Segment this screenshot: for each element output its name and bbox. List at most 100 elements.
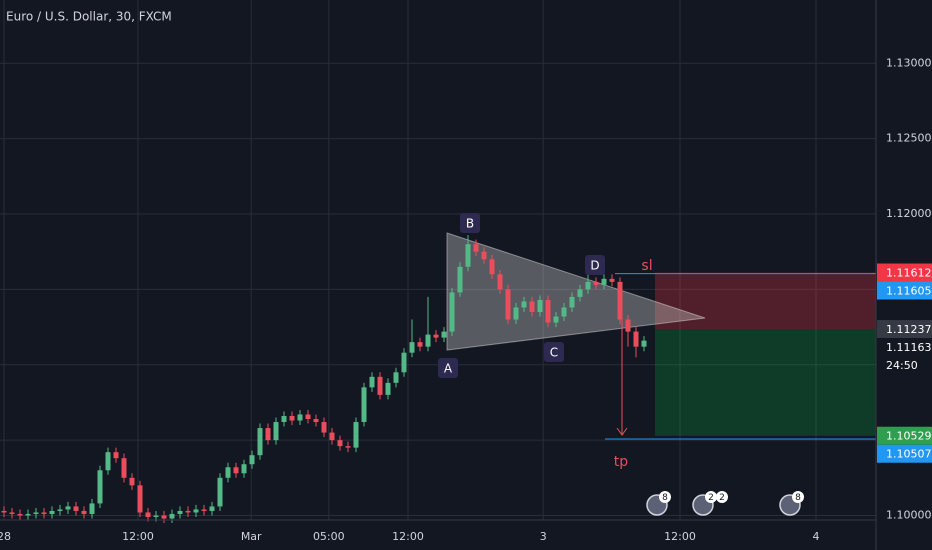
event-count: 2 bbox=[708, 493, 714, 503]
price-label: 1.11605 bbox=[886, 285, 932, 298]
x-tick-label: 05:00 bbox=[313, 530, 345, 543]
event-badge bbox=[659, 491, 671, 503]
event-badge bbox=[716, 491, 728, 503]
candle-body bbox=[393, 372, 399, 383]
candle-body bbox=[465, 244, 471, 267]
y-tick-label: 1.12500 bbox=[886, 132, 932, 145]
candle-body bbox=[505, 289, 511, 320]
candle-body bbox=[321, 422, 327, 433]
price-label-box bbox=[877, 320, 932, 339]
candle-body bbox=[57, 509, 63, 511]
candle-body bbox=[489, 259, 495, 275]
candle-body bbox=[305, 414, 311, 420]
event-badge bbox=[792, 491, 804, 503]
candle-body bbox=[129, 477, 135, 486]
candle-body bbox=[513, 307, 519, 320]
candle-body bbox=[9, 512, 15, 514]
event-count: 2 bbox=[719, 493, 725, 503]
candle-body bbox=[73, 506, 79, 511]
candle-body bbox=[137, 485, 143, 513]
event-count: 8 bbox=[795, 493, 801, 503]
candle-body bbox=[617, 281, 623, 320]
candle-body bbox=[49, 510, 55, 514]
price-label-box bbox=[877, 263, 932, 282]
candle-body bbox=[161, 515, 167, 519]
candle-body bbox=[241, 464, 247, 474]
candle-body bbox=[345, 446, 351, 448]
event-count: 8 bbox=[662, 493, 668, 503]
x-tick-label: 3 bbox=[540, 530, 547, 543]
y-tick-label: 1.10000 bbox=[886, 508, 932, 521]
candle-body bbox=[553, 316, 559, 323]
candle-body bbox=[529, 301, 535, 312]
candle-body bbox=[329, 432, 335, 441]
candle-body bbox=[249, 455, 255, 465]
event-badge bbox=[705, 491, 717, 503]
pattern-label-box bbox=[460, 213, 480, 233]
pattern-label-box bbox=[585, 255, 605, 275]
candle-body bbox=[297, 414, 303, 421]
candle-body bbox=[561, 307, 567, 317]
candle-body bbox=[169, 513, 175, 519]
candle-body bbox=[417, 342, 423, 347]
candle-body bbox=[81, 510, 87, 514]
candle-body bbox=[537, 299, 543, 312]
candle-body bbox=[233, 467, 239, 474]
x-tick-label: 12:00 bbox=[664, 530, 696, 543]
candle-body bbox=[473, 244, 479, 252]
candle-body bbox=[401, 352, 407, 373]
x-tick-label: 28 bbox=[0, 530, 11, 543]
price-label: 1.11237 bbox=[886, 323, 932, 336]
x-tick-label: 12:00 bbox=[392, 530, 424, 543]
x-tick-label: 12:00 bbox=[122, 530, 154, 543]
stop-label: sl bbox=[641, 258, 652, 274]
candle-body bbox=[521, 301, 527, 308]
candle-body bbox=[217, 477, 223, 507]
candle-body bbox=[257, 428, 263, 456]
x-tick-label: 4 bbox=[813, 530, 820, 543]
candle-body bbox=[121, 458, 127, 478]
candle-body bbox=[105, 452, 111, 471]
candle-body bbox=[457, 266, 463, 293]
y-tick-label: 1.12000 bbox=[886, 207, 932, 220]
price-label-box bbox=[877, 356, 932, 375]
candle-body bbox=[225, 467, 231, 478]
price-label-box bbox=[877, 338, 932, 357]
price-label-box bbox=[877, 426, 932, 445]
candle-body bbox=[385, 382, 391, 395]
price-label: 1.10507 bbox=[886, 448, 932, 461]
x-tick-label: Mar bbox=[241, 530, 262, 543]
candle-body bbox=[313, 419, 319, 423]
candle-body bbox=[585, 281, 591, 290]
triangle-pattern bbox=[446, 232, 706, 351]
candle-body bbox=[289, 416, 295, 421]
candle-body bbox=[145, 512, 151, 517]
price-label: 1.11163 bbox=[886, 341, 932, 354]
candle-body bbox=[185, 510, 191, 513]
candle-body bbox=[281, 416, 287, 423]
candle-body bbox=[17, 513, 23, 516]
candle-body bbox=[201, 509, 207, 511]
pattern-label: B bbox=[466, 217, 474, 231]
target-zone bbox=[655, 329, 876, 436]
candle-body bbox=[609, 278, 615, 282]
candle-body bbox=[209, 506, 215, 511]
candle-body bbox=[177, 510, 183, 514]
price-label: 1.10529 bbox=[886, 430, 932, 443]
candle-body bbox=[593, 281, 599, 285]
target-label: tp bbox=[614, 454, 628, 470]
candle-body bbox=[25, 513, 31, 516]
price-label: 24:50 bbox=[886, 359, 918, 372]
candle-body bbox=[353, 422, 359, 448]
candle-body bbox=[497, 274, 503, 290]
candle-body bbox=[369, 376, 375, 388]
candle-body bbox=[273, 422, 279, 441]
pattern-label-box bbox=[438, 358, 458, 378]
candle-body bbox=[633, 331, 639, 347]
candle-body bbox=[1, 510, 7, 513]
pattern-label-box bbox=[544, 342, 564, 362]
chart-title: Euro / U.S. Dollar, 30, FXCM bbox=[6, 10, 172, 24]
candle-body bbox=[113, 452, 119, 459]
arrow-head bbox=[616, 427, 628, 436]
